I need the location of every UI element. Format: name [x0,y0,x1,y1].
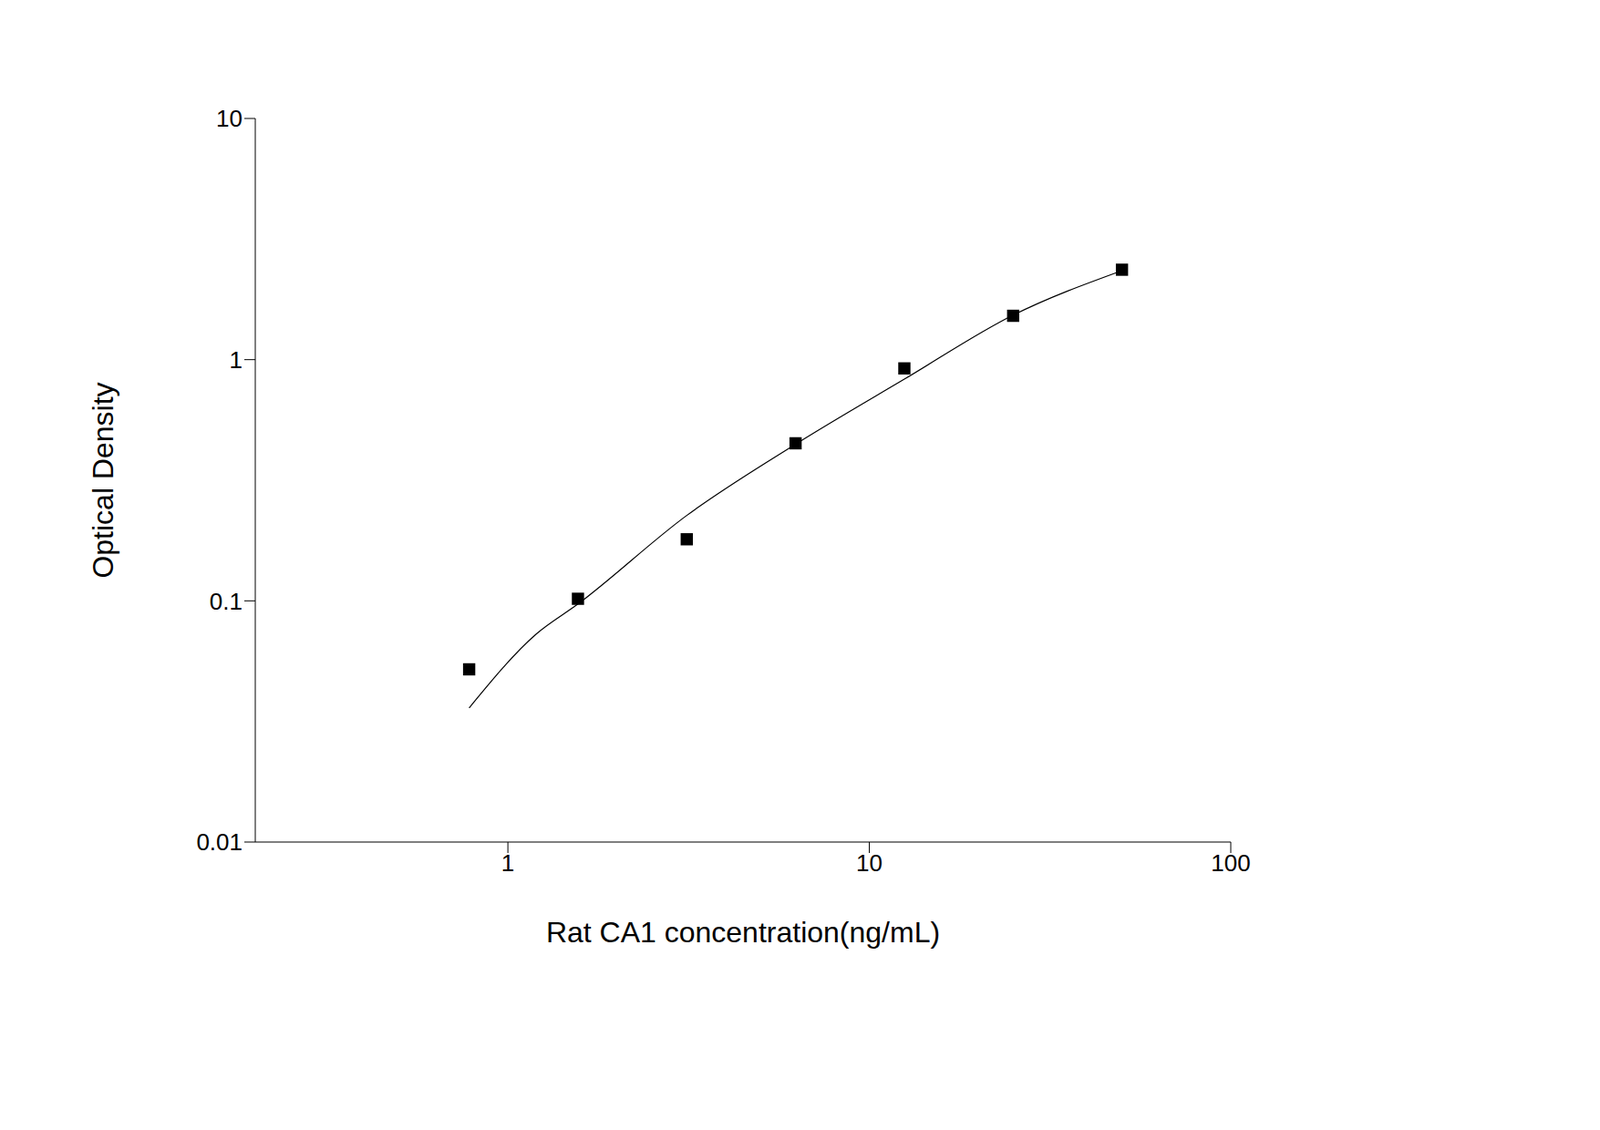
svg-text:Optical Density: Optical Density [86,381,120,579]
svg-text:1: 1 [501,849,515,878]
svg-text:100: 100 [1210,849,1250,878]
svg-text:1: 1 [229,346,243,374]
svg-text:10: 10 [216,104,243,133]
svg-text:0.01: 0.01 [196,828,243,857]
svg-text:0.1: 0.1 [209,588,243,616]
svg-text:Rat CA1 concentration(ng/mL): Rat CA1 concentration(ng/mL) [546,916,940,950]
svg-text:10: 10 [856,849,883,878]
